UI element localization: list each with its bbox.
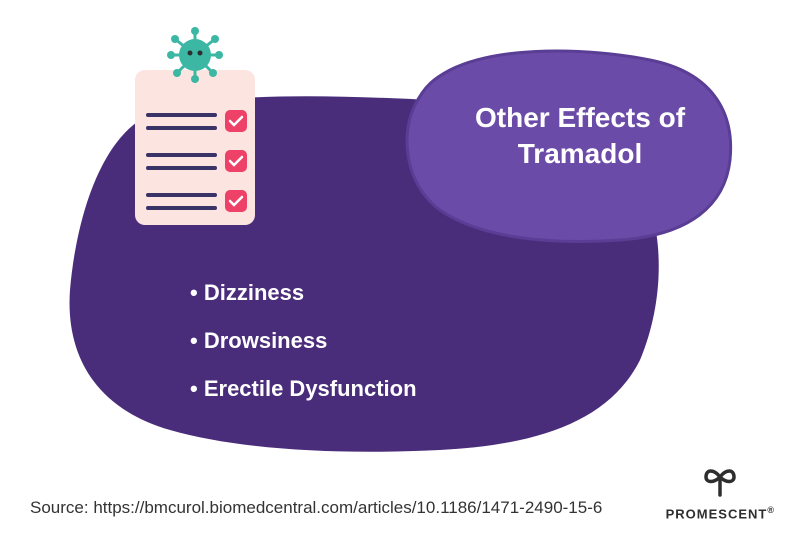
source-url: https://bmcurol.biomedcentral.com/articl…	[93, 498, 602, 517]
brand-logo-icon	[700, 463, 740, 498]
effect-text: Dizziness	[204, 280, 304, 305]
clipboard-icon	[130, 60, 260, 230]
effects-list: • Dizziness • Drowsiness • Erectile Dysf…	[190, 280, 417, 424]
effect-text: Drowsiness	[204, 328, 328, 353]
brand-name: PROMESCENT®	[666, 505, 775, 521]
effect-item: • Dizziness	[190, 280, 417, 306]
virus-icon	[165, 25, 225, 85]
effect-item: • Erectile Dysfunction	[190, 376, 417, 402]
effect-item: • Drowsiness	[190, 328, 417, 354]
source-citation: Source: https://bmcurol.biomedcentral.co…	[30, 498, 602, 518]
infographic-title: Other Effects of Tramadol	[460, 100, 700, 173]
brand-logo-container: PROMESCENT®	[666, 463, 775, 521]
effect-text: Erectile Dysfunction	[204, 376, 417, 401]
source-label: Source:	[30, 498, 93, 517]
